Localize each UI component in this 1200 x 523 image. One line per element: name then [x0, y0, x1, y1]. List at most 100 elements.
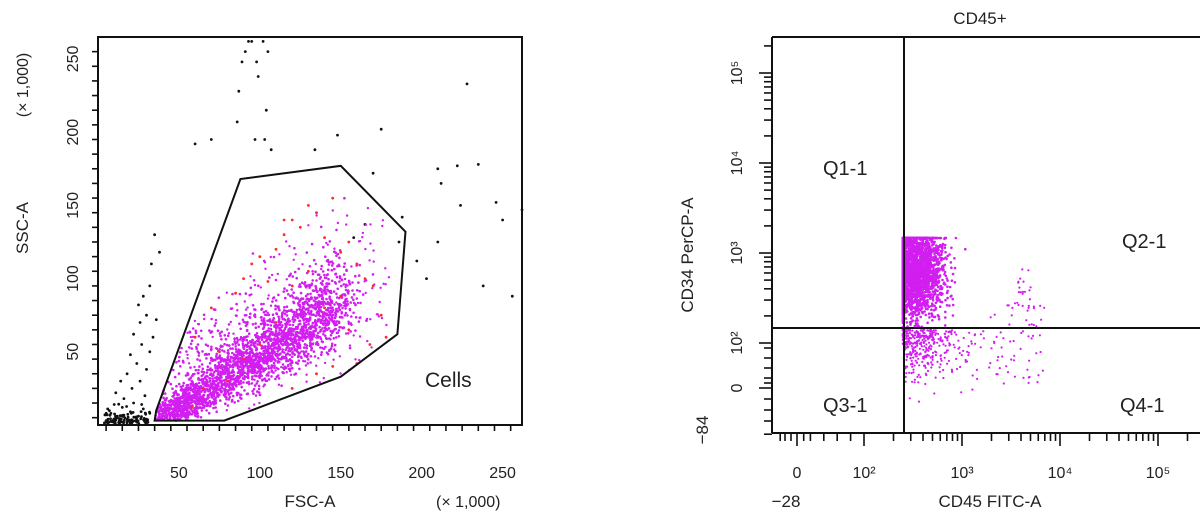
- gated-event-point: [291, 327, 295, 331]
- gated-event-point: [228, 358, 232, 362]
- gated-event-point: [247, 382, 251, 386]
- gated-event-point: [182, 395, 185, 399]
- gated-event-point: [324, 317, 328, 320]
- gated-event-point: [283, 365, 287, 369]
- gated-event-point: [272, 316, 276, 320]
- gated-event-point: [261, 360, 265, 363]
- highlight-point: [331, 196, 335, 200]
- gated-event-point: [345, 223, 348, 226]
- gated-event-point: [225, 409, 228, 412]
- gated-event-point: [227, 332, 231, 335]
- gated-event-point: [251, 339, 254, 342]
- gated-event-point: [278, 328, 282, 332]
- gated-event-point: [215, 377, 218, 381]
- gated-event-point: [335, 307, 338, 311]
- gated-event-point: [303, 322, 306, 325]
- gated-event-point: [263, 334, 267, 337]
- gated-event-point: [211, 359, 215, 363]
- gated-event-point: [272, 357, 276, 360]
- gated-event-point: [267, 329, 271, 333]
- gated-event-point: [321, 296, 325, 300]
- gated-event-point: [315, 290, 319, 294]
- gated-event-point: [236, 309, 239, 312]
- gated-event-point: [341, 316, 344, 319]
- gated-event-point: [239, 365, 243, 369]
- gated-event-point: [311, 321, 315, 325]
- gated-event-point: [347, 322, 351, 326]
- gated-event-point: [221, 368, 225, 372]
- gated-event-point: [202, 406, 206, 409]
- gated-event-point: [255, 346, 258, 350]
- gated-event-point: [369, 242, 372, 245]
- gated-event-point: [268, 276, 271, 279]
- gated-event-point: [214, 364, 217, 368]
- gated-event-point: [320, 293, 324, 296]
- gated-event-point: [186, 373, 190, 377]
- gated-event-point: [237, 348, 240, 351]
- gated-event-point: [235, 302, 238, 306]
- outside-gate-point: [135, 419, 139, 423]
- gated-event-point: [236, 392, 240, 395]
- gated-event-point: [232, 360, 235, 363]
- highlight-point: [201, 387, 205, 390]
- gated-event-point: [283, 328, 287, 331]
- gated-event-point: [332, 329, 335, 333]
- gated-event-point: [332, 290, 336, 293]
- gated-event-point: [231, 365, 234, 368]
- gated-event-point: [366, 339, 369, 343]
- gated-event-point: [182, 399, 185, 403]
- gated-event-point: [234, 348, 238, 351]
- gated-event-point: [308, 265, 312, 268]
- gated-event-point: [305, 251, 309, 254]
- gated-event-point: [259, 336, 262, 339]
- gated-event-point: [236, 375, 240, 378]
- gated-event-point: [334, 272, 338, 276]
- outside-gate-point: [143, 418, 147, 422]
- gated-event-point: [282, 290, 286, 293]
- gated-event-point: [214, 399, 217, 402]
- gated-event-point: [208, 329, 211, 332]
- gated-event-point: [223, 367, 227, 370]
- gated-event-point: [290, 288, 294, 291]
- gated-event-point: [288, 274, 291, 278]
- gated-event-point: [330, 291, 333, 295]
- event-point: [919, 329, 923, 332]
- gated-event-point: [229, 347, 232, 350]
- gated-event-point: [161, 403, 165, 407]
- gated-event-point: [199, 390, 203, 394]
- gated-event-point: [354, 274, 357, 278]
- gated-event-point: [281, 311, 285, 314]
- gated-event-point: [212, 371, 216, 374]
- x-tick-label: 250: [489, 465, 516, 482]
- gated-event-point: [294, 372, 298, 376]
- outside-gate-point: [126, 412, 130, 416]
- gated-event-point: [285, 335, 289, 339]
- gated-event-point: [234, 345, 237, 348]
- gated-event-point: [323, 361, 327, 365]
- gated-event-point: [294, 337, 297, 340]
- gated-event-point: [217, 296, 221, 300]
- gated-event-point: [333, 316, 337, 320]
- gated-event-point: [336, 302, 340, 306]
- gated-event-point: [320, 353, 323, 357]
- gated-event-point: [218, 388, 221, 392]
- gated-event-point: [314, 300, 317, 304]
- gated-event-point: [364, 247, 367, 251]
- gated-event-point: [295, 326, 299, 330]
- highlight-point: [315, 211, 318, 215]
- event-point: [951, 303, 955, 307]
- gated-event-point: [185, 384, 189, 387]
- gated-event-point: [265, 348, 268, 352]
- gated-event-point: [284, 348, 288, 352]
- outside-gate-point: [135, 415, 139, 419]
- gated-event-point: [246, 364, 249, 368]
- gated-event-point: [347, 280, 351, 283]
- gated-event-point: [328, 349, 331, 353]
- gated-event-point: [351, 289, 354, 292]
- gated-event-point: [294, 348, 298, 352]
- gated-event-point: [230, 400, 234, 403]
- gated-event-point: [339, 372, 342, 375]
- gated-event-point: [249, 340, 252, 343]
- gated-event-point: [160, 415, 164, 419]
- gated-event-point: [200, 378, 204, 381]
